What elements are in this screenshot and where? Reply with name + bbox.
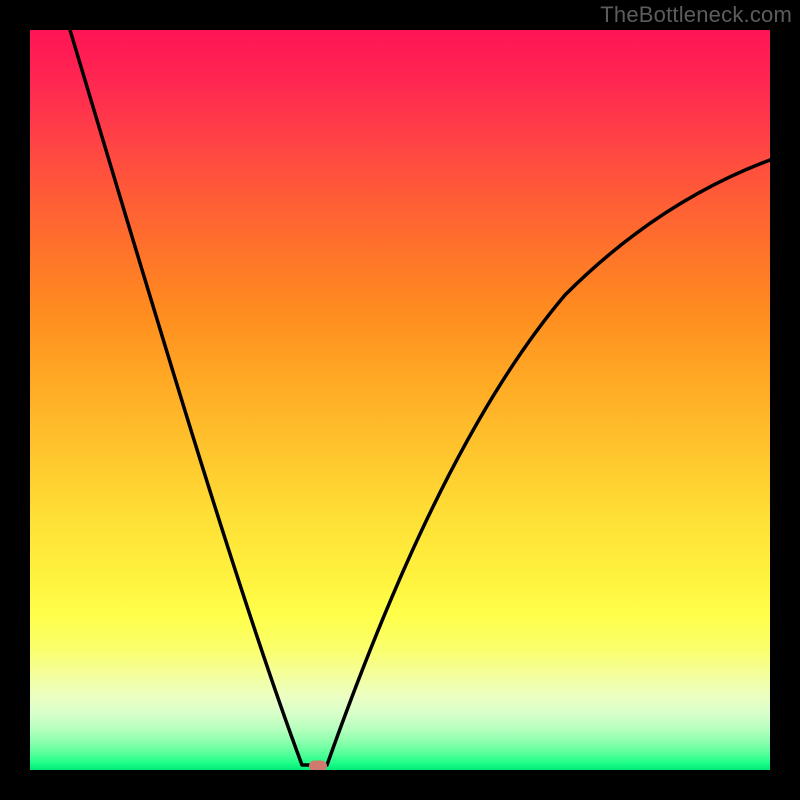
watermark-text: TheBottleneck.com [600,2,792,28]
figure-root: TheBottleneck.com [0,0,800,800]
plot-background [30,30,770,770]
bottleneck-chart [0,0,800,800]
optimum-marker [309,761,327,772]
